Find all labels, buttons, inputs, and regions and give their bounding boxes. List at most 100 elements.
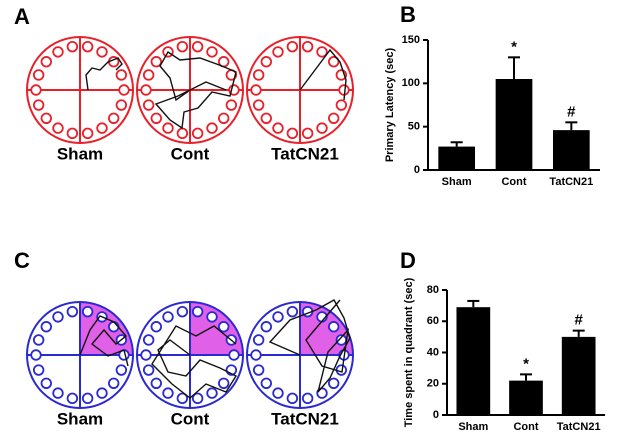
hole xyxy=(142,364,155,376)
hole xyxy=(108,112,120,124)
bar xyxy=(561,336,596,415)
bar xyxy=(552,130,590,170)
hole xyxy=(66,40,79,53)
maze-label: Sham xyxy=(57,409,103,428)
significance-mark: # xyxy=(567,103,576,120)
y-axis-title: Time spent in quadrant (sec) xyxy=(403,277,415,427)
maze-label: Cont xyxy=(171,144,210,163)
hole xyxy=(260,112,272,124)
hole xyxy=(66,127,79,140)
hole xyxy=(81,40,94,53)
hole xyxy=(252,364,265,376)
y-tick-label: 40 xyxy=(427,346,439,358)
hole xyxy=(32,334,45,346)
y-tick-label: 0 xyxy=(414,164,420,176)
hole xyxy=(316,122,328,134)
hole xyxy=(328,321,340,333)
hole xyxy=(286,392,299,405)
hole xyxy=(52,387,64,399)
hole xyxy=(260,321,272,333)
hole xyxy=(176,40,189,53)
hole xyxy=(191,40,204,53)
hole xyxy=(32,69,45,81)
hole xyxy=(108,377,120,389)
bar xyxy=(438,146,476,170)
trajectory xyxy=(299,48,347,101)
hole xyxy=(286,40,299,53)
hole xyxy=(115,364,128,376)
hole xyxy=(206,311,218,323)
hole xyxy=(272,387,284,399)
hole xyxy=(32,364,45,376)
hole xyxy=(150,56,162,68)
maze-label: Cont xyxy=(171,409,210,428)
hole xyxy=(81,305,94,318)
trajectory xyxy=(268,299,351,393)
hole xyxy=(108,321,120,333)
hole xyxy=(81,392,94,405)
hole xyxy=(301,40,314,53)
y-tick-label: 20 xyxy=(427,378,439,390)
hole xyxy=(162,122,174,134)
hole xyxy=(252,334,265,346)
hole xyxy=(176,392,189,405)
bar xyxy=(456,307,491,415)
hole xyxy=(260,377,272,389)
trajectory xyxy=(79,315,129,367)
y-tick-label: 80 xyxy=(427,284,439,296)
hole xyxy=(218,377,230,389)
hole xyxy=(118,84,130,96)
hole xyxy=(115,99,128,111)
mazes xyxy=(26,36,354,409)
hole xyxy=(328,377,340,389)
hole xyxy=(52,311,64,323)
significance-mark: * xyxy=(511,38,517,55)
hole xyxy=(40,321,52,333)
bar xyxy=(509,380,543,415)
hole xyxy=(115,69,128,81)
x-tick-label: TatCN21 xyxy=(549,176,593,188)
hole xyxy=(225,99,238,111)
hole xyxy=(66,392,79,405)
hole xyxy=(328,112,340,124)
x-tick-label: Cont xyxy=(513,421,538,433)
x-tick-label: Sham xyxy=(442,176,472,188)
hole xyxy=(252,69,265,81)
hole xyxy=(96,387,108,399)
hole xyxy=(150,377,162,389)
hole xyxy=(40,377,52,389)
hole xyxy=(30,84,42,96)
hole xyxy=(191,305,204,318)
trajectory xyxy=(154,51,237,130)
panel-letter: A xyxy=(14,4,30,29)
hole xyxy=(250,349,262,361)
hole xyxy=(40,112,52,124)
hole xyxy=(140,84,152,96)
significance-mark: * xyxy=(523,355,529,372)
hole xyxy=(272,122,284,134)
maze-label: TatCN21 xyxy=(271,409,339,428)
hole xyxy=(96,122,108,134)
hole xyxy=(162,387,174,399)
hole xyxy=(52,122,64,134)
y-tick-label: 50 xyxy=(408,121,420,133)
hole xyxy=(252,99,265,111)
y-tick-label: 60 xyxy=(427,315,439,327)
hole xyxy=(176,305,189,318)
hole xyxy=(30,349,42,361)
trajectories xyxy=(79,48,351,399)
y-tick-label: 150 xyxy=(402,34,420,46)
hole xyxy=(32,99,45,111)
x-tick-label: Sham xyxy=(458,421,488,433)
maze-label: TatCN21 xyxy=(271,144,339,163)
hole xyxy=(286,305,299,318)
hole xyxy=(96,46,108,58)
hole xyxy=(218,112,230,124)
hole xyxy=(218,321,230,333)
hole xyxy=(162,311,174,323)
hole xyxy=(250,84,262,96)
hole xyxy=(206,46,218,58)
x-tick-label: Cont xyxy=(501,176,526,188)
hole xyxy=(301,127,314,140)
